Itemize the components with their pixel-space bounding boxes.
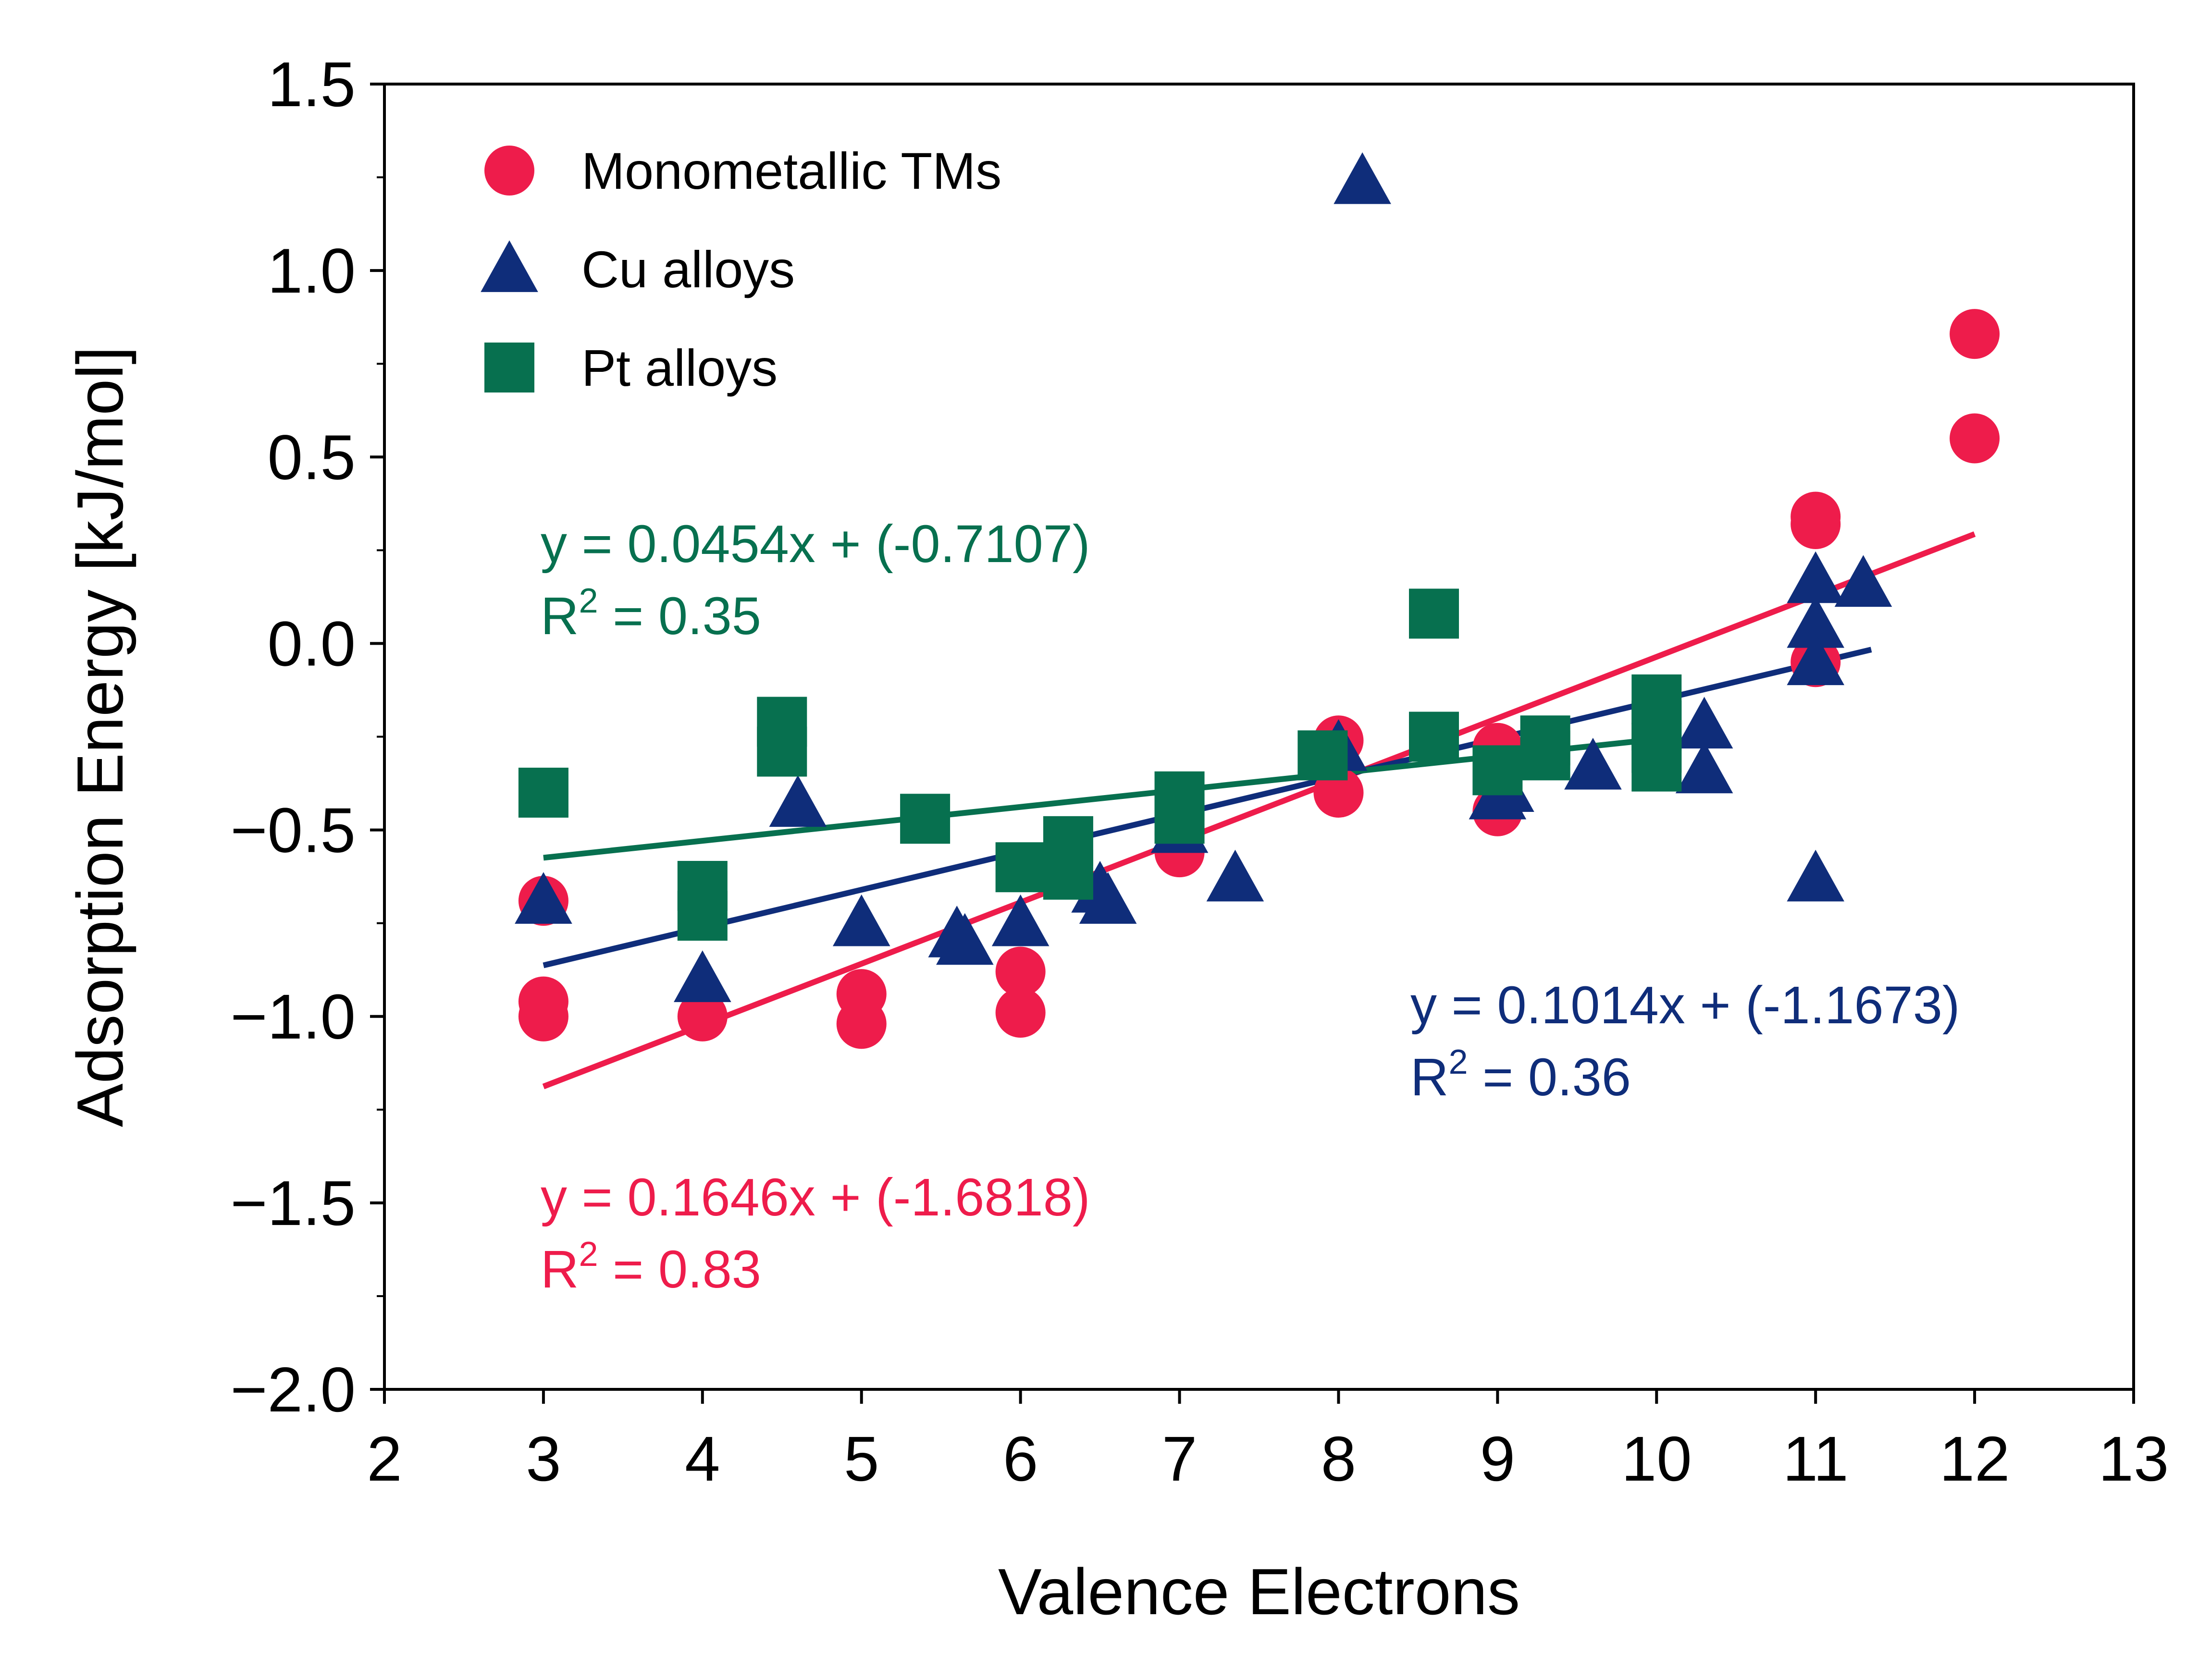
annotation-tm-fit: y = 0.1646x + (-1.6818) R2 = 0.83 <box>541 1168 1090 1299</box>
y-axis-title: Adsorption Energy [kJ/mol] <box>63 346 136 1127</box>
pt-alloy-point <box>1472 745 1523 796</box>
y-tick-label: −2.0 <box>230 1354 356 1425</box>
legend-label-cu-alloys: Cu alloys <box>581 240 795 298</box>
cu-alloy-point <box>1675 741 1733 794</box>
cu-alloy-point <box>674 950 731 1002</box>
y-tick-label: 1.5 <box>268 49 356 120</box>
r2-superscript: 2 <box>579 582 598 620</box>
cu-alloy-point <box>1206 849 1264 902</box>
cu-alloy-point <box>936 913 994 965</box>
r2-superscript: 2 <box>1448 1043 1468 1081</box>
cu-alloy-point <box>1787 551 1844 603</box>
cu-alloy-point <box>1675 697 1733 749</box>
r2-value: = 0.83 <box>598 1240 761 1299</box>
r2-symbol: R <box>1410 1048 1448 1107</box>
r2-value: = 0.36 <box>1468 1048 1631 1107</box>
cu-alloy-point <box>515 872 572 924</box>
x-tick-label: 3 <box>526 1423 561 1494</box>
legend-entry-monometallic: Monometallic TMs <box>484 142 1001 200</box>
x-tick-label: 10 <box>1621 1423 1692 1494</box>
annotation-pt-fit: y = 0.0454x + (-0.7107) R2 = 0.35 <box>541 515 1090 646</box>
pt-fit-r2: R2 = 0.35 <box>541 582 761 646</box>
x-tick-label: 7 <box>1162 1423 1197 1494</box>
y-tick-label: −0.5 <box>230 795 356 866</box>
x-tick-label: 13 <box>2099 1423 2169 1494</box>
cu-alloy-point <box>832 894 890 946</box>
legend-square-marker <box>484 343 534 392</box>
pt-alloy-point <box>757 726 807 777</box>
pt-alloy-point <box>900 794 951 844</box>
pt-alloy-point <box>1409 589 1459 639</box>
monometallic-point <box>1791 499 1841 550</box>
pt-alloy-point <box>1154 794 1205 844</box>
pt-fit-equation: y = 0.0454x + (-0.7107) <box>541 515 1090 574</box>
annotation-cu-fit: y = 0.1014x + (-1.1673) R2 = 0.36 <box>1410 976 1960 1107</box>
monometallic-point <box>836 999 887 1049</box>
pt-alloy-point <box>677 891 728 941</box>
monometallic-point <box>518 991 568 1042</box>
legend-label-pt-alloys: Pt alloys <box>581 339 778 397</box>
pt-alloy-point <box>518 767 568 818</box>
markers-layer <box>515 152 2000 1049</box>
pt-alloy-point <box>1297 730 1348 781</box>
y-tick-label: 0.5 <box>268 422 356 492</box>
y-tick-label: −1.5 <box>230 1168 356 1239</box>
tm-fit-equation: y = 0.1646x + (-1.6818) <box>541 1168 1090 1227</box>
x-tick-label: 8 <box>1321 1423 1356 1494</box>
legend-entry-pt-alloys: Pt alloys <box>484 339 778 397</box>
legend: Monometallic TMs Cu alloys Pt alloys <box>481 142 1001 397</box>
r2-symbol: R <box>541 1240 579 1299</box>
legend-circle-marker <box>484 146 534 196</box>
x-tick-label: 6 <box>1003 1423 1038 1494</box>
cu-alloy-point <box>1787 849 1844 902</box>
legend-entry-cu-alloys: Cu alloys <box>481 240 795 298</box>
x-tick-label: 4 <box>685 1423 720 1494</box>
cu-fit-equation: y = 0.1014x + (-1.1673) <box>1410 976 1960 1035</box>
legend-label-monometallic: Monometallic TMs <box>581 142 1001 200</box>
cu-alloy-point <box>1564 737 1622 790</box>
x-tick-label: 9 <box>1480 1423 1515 1494</box>
x-tick-label: 2 <box>367 1423 402 1494</box>
cu-alloy-point <box>769 775 827 827</box>
plot-frame <box>383 83 2135 1391</box>
cu-alloy-point <box>1787 596 1844 648</box>
monometallic-point <box>995 987 1046 1038</box>
x-tick-label: 11 <box>1783 1423 1849 1494</box>
x-axis-title: Valence Electrons <box>998 1555 1520 1628</box>
cu-alloy-point <box>1334 152 1391 204</box>
monometallic-point <box>1950 309 2000 359</box>
monometallic-point <box>677 991 728 1042</box>
legend-triangle-marker <box>481 240 538 292</box>
pt-alloy-point <box>1631 741 1682 792</box>
y-tick-label: 0.0 <box>268 608 356 679</box>
r2-superscript: 2 <box>579 1235 598 1274</box>
cu-alloy-point <box>1834 555 1892 607</box>
y-tick-label: −1.0 <box>230 981 356 1052</box>
tm-fit-r2: R2 = 0.83 <box>541 1235 761 1299</box>
axes-layer: 2 3 4 5 6 7 8 9 10 11 12 13 1.5 1.0 0.5 0.0 −0.5 −1.0 −1.5… <box>230 49 2169 1494</box>
cu-alloy-point <box>1079 872 1137 924</box>
cu-alloy-point <box>1787 633 1844 686</box>
cu-fit-r2: R2 = 0.36 <box>1410 1043 1631 1107</box>
pt-alloy-point <box>1043 849 1093 900</box>
pt-alloy-point <box>1520 730 1570 781</box>
y-tick-label: 1.0 <box>268 235 356 306</box>
r2-value: = 0.35 <box>598 587 761 646</box>
monometallic-point <box>995 946 1046 997</box>
tm-fit-line <box>542 531 1976 1090</box>
monometallic-point <box>1950 413 2000 464</box>
pt-alloy-point <box>995 842 1046 893</box>
r2-symbol: R <box>541 587 579 646</box>
x-tick-label: 5 <box>844 1423 879 1494</box>
pt-fit-line <box>543 736 1657 861</box>
cu-alloy-point <box>991 894 1050 946</box>
x-tick-label: 12 <box>1939 1423 2010 1494</box>
pt-alloy-point <box>1409 711 1459 762</box>
